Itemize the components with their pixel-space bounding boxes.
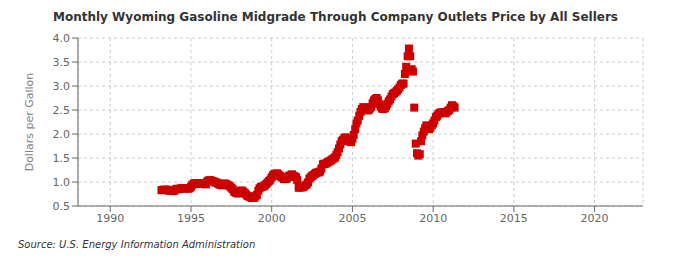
html-text:Source: U.S. Energy Informatio: Source: U.S. Energy Information Administ… [18, 239, 256, 250]
svg-text:2.5: 2.5 [53, 104, 71, 117]
svg-text:2010: 2010 [419, 212, 447, 225]
svg-text:2015: 2015 [500, 212, 528, 225]
svg-text:3.0: 3.0 [53, 80, 71, 93]
html-text:Monthly Wyoming Gasoline Midgr: Monthly Wyoming Gasoline Midgrade Throug… [53, 10, 618, 24]
svg-text:2.0: 2.0 [53, 128, 71, 141]
svg-text:4.0: 4.0 [53, 32, 71, 45]
svg-text:1990: 1990 [96, 212, 124, 225]
svg-text:1.0: 1.0 [53, 176, 71, 189]
svg-text:3.5: 3.5 [53, 56, 71, 69]
svg-text:1995: 1995 [177, 212, 205, 225]
svg-text:Dollars per Gallon: Dollars per Gallon [23, 73, 36, 172]
svg-text:2000: 2000 [258, 212, 286, 225]
svg-text:2005: 2005 [338, 212, 366, 225]
svg-text:0.5: 0.5 [53, 200, 71, 213]
svg-text:1.5: 1.5 [53, 152, 71, 165]
svg-text:2020: 2020 [581, 212, 609, 225]
